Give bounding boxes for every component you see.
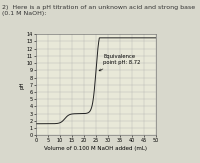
Text: Equivalence
point pH: 8.72: Equivalence point pH: 8.72	[99, 54, 141, 71]
Text: 2)  Here is a pH titration of an unknown acid and strong base (0.1 M NaOH):: 2) Here is a pH titration of an unknown …	[2, 5, 195, 16]
Y-axis label: pH: pH	[19, 81, 24, 89]
X-axis label: Volume of 0.100 M NaOH added (mL): Volume of 0.100 M NaOH added (mL)	[44, 146, 148, 151]
